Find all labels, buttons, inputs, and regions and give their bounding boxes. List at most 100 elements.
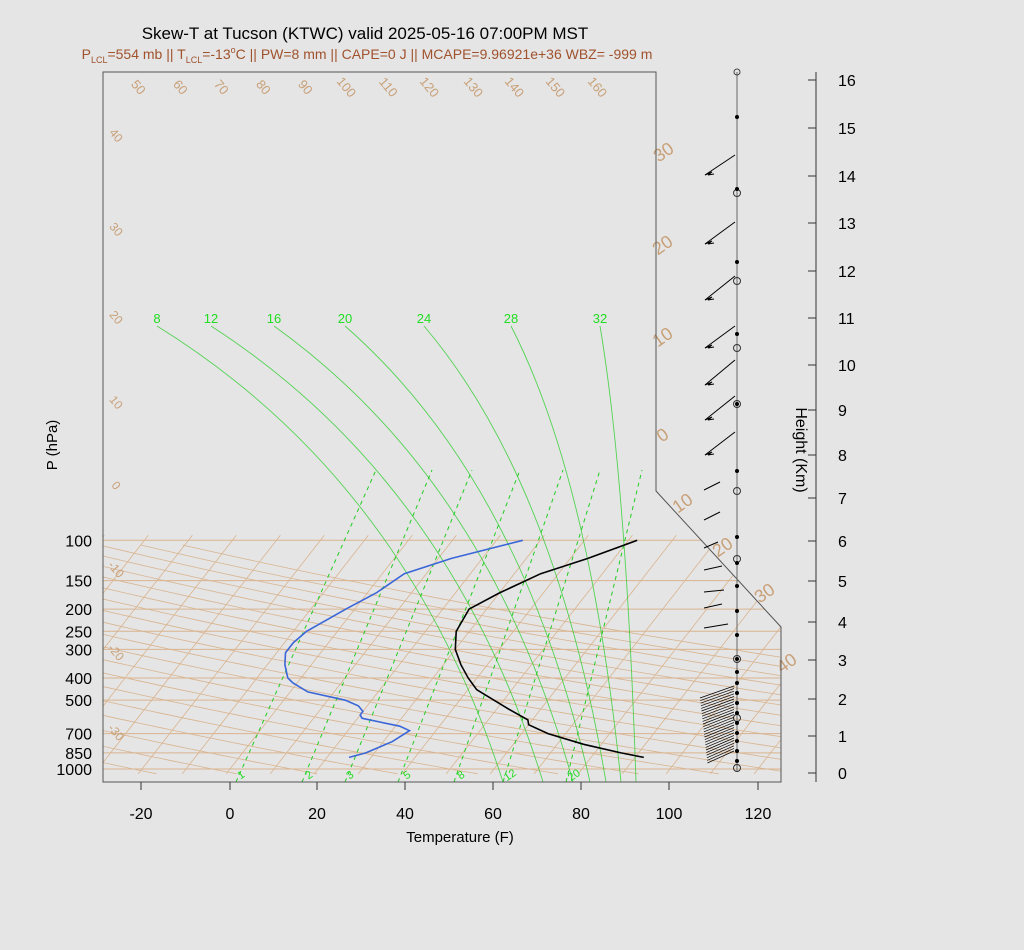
wind-barb-flag [704,296,715,301]
height-tick-label: 12 [838,264,856,281]
isotherm-line [313,534,501,775]
isotherm-line [103,534,149,775]
dry-adiabat-line [141,544,781,775]
isotherm-label: 110 [376,74,401,100]
isotherm-label: 0 [109,478,124,492]
wind-dot [735,731,739,735]
dry-adiabat-line [103,544,781,775]
wind-dot [735,561,739,565]
wind-dot [735,721,739,725]
wind-barb [703,719,735,733]
isotherm-line [798,535,984,774]
wind-barb [702,709,735,722]
wind-dot [735,115,739,119]
isotherm-line [665,534,781,775]
x-tick-label: 100 [656,806,683,823]
wind-barb [703,589,725,593]
wind-barb [699,685,735,699]
isotherm-line [974,535,1024,774]
mixing-ratio-line [453,469,564,782]
moist-adiabat-line [273,325,574,782]
wind-dot [735,187,739,191]
moist-adiabat-label: 8 [153,311,160,326]
isotherm-line [930,535,1024,774]
wind-dot [735,609,739,613]
mixing-ratio-label: 8 [455,769,467,782]
wind-marker [733,655,741,663]
y-tick-label: 700 [65,727,92,744]
wind-barb [701,703,735,717]
mixing-ratio-label: 5 [401,769,413,782]
wind-barb [703,623,729,629]
isotherm-label: 130 [461,74,486,100]
wind-barb [704,724,735,738]
wind-barb [703,481,721,491]
temperature-line [454,539,644,759]
isotherm-line [886,535,1024,774]
wind-dot [735,584,739,588]
isotherm-label: 30 [650,138,678,166]
y-tick-label: 100 [65,533,92,550]
axes: -20 0 20 40 60 80 100 1201001502002503004005007… [56,72,856,823]
dry-adiabat-line [103,544,237,775]
y-axis-label: P (hPa) [44,420,61,471]
x-tick-label: 80 [572,806,590,823]
wind-dot [735,749,739,753]
wind-barb [703,603,723,609]
moist-adiabat-line [344,325,591,782]
x-tick-label: 60 [484,806,502,823]
isotherm-label: 20 [649,231,677,259]
mixing-ratio-label: 12 [502,767,519,784]
mixing-ratio-line [565,469,643,782]
wind-barb [705,737,735,751]
wind-barb [705,732,735,746]
isotherm-label: 160 [585,74,610,100]
wind-barb [704,722,735,735]
isotherm-label: 30 [106,220,126,239]
wind-barb [707,750,735,764]
dry-adiabat-line [103,544,719,775]
wind-barb [703,511,721,521]
mixing-ratio-line [235,469,377,782]
isotherm-label: 120 [417,74,442,100]
isotherm-label: -30 [105,721,127,744]
isotherm-label: 140 [502,74,527,100]
dry-adiabat-line [103,544,398,775]
wind-barb [704,359,736,386]
moist-adiabat-label: 12 [204,311,218,326]
height-tick-label: 10 [838,358,856,375]
isotherm-line [401,534,589,775]
moist-adiabat-line [599,325,637,782]
wind-barb [704,325,736,349]
wind-marker [733,400,741,408]
y-tick-label: 300 [65,642,92,659]
wind-barb [704,275,736,301]
dry-adiabat-line [103,544,478,775]
height-tick-label: 15 [838,121,856,138]
isotherm-label: 50 [128,77,149,98]
height-tick-label: 13 [838,216,856,233]
isotherm-line [1018,535,1024,774]
moist-adiabat-label: 20 [338,311,352,326]
height-tick-label: 16 [838,73,856,90]
moist-adiabat-line [510,325,622,782]
wind-dot [735,535,739,539]
wind-dot [735,633,739,637]
dry-adiabat-line [182,544,781,775]
y-tick-label: 400 [65,671,92,688]
height-tick-label: 7 [838,491,847,508]
isotherm-line [103,534,281,775]
x-tick-label: -20 [129,806,152,823]
moist-adiabat-label: 28 [504,311,518,326]
profiles [284,539,644,759]
wind-barb [705,735,735,748]
dry-adiabat-line [103,544,781,775]
isotherm-line [0,535,16,774]
isotherm-label: 150 [543,74,568,100]
isotherm-label: 80 [253,77,274,98]
isotherm-label: 10 [106,393,126,412]
wind-barb [704,395,736,421]
wind-barb [702,706,735,720]
wind-barb [707,748,735,761]
